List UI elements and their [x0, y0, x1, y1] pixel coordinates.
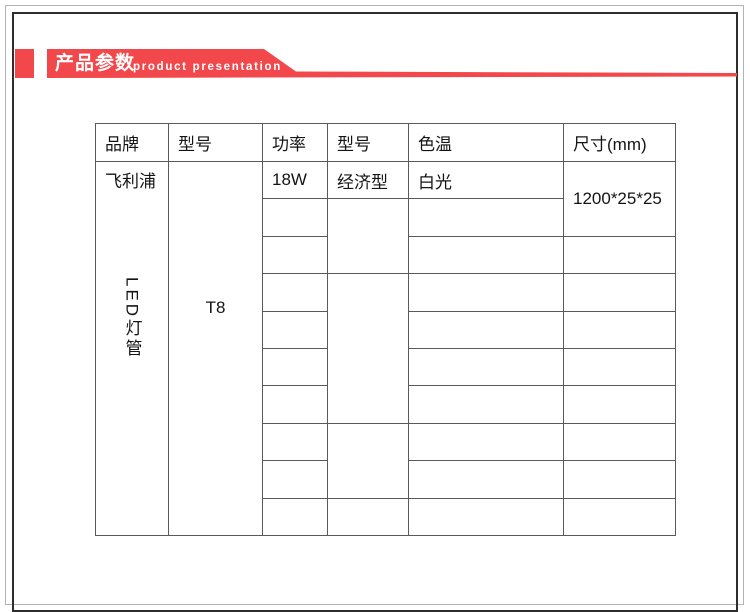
table-header-row: 品牌 型号 功率 型号 色温 尺寸(mm) [95, 123, 676, 162]
banner-title: 产品参数 [55, 53, 136, 74]
empty-cell [262, 497, 328, 536]
header-model: 型号 [168, 123, 263, 162]
empty-cell [262, 422, 328, 462]
header-color-temp: 色温 [408, 123, 564, 162]
empty-cell [563, 310, 676, 349]
empty-cell [408, 497, 564, 536]
empty-cell [262, 385, 328, 424]
model-cell: T8 [168, 161, 263, 536]
header-type: 型号 [327, 123, 409, 162]
empty-cell [563, 497, 676, 536]
empty-cell [563, 422, 676, 462]
table-row [96, 497, 676, 536]
empty-cell [327, 198, 409, 275]
empty-cell [327, 273, 409, 424]
category-vertical-label: LED灯管 [122, 277, 142, 360]
grade-value: 经济型 [327, 160, 409, 200]
table-row [96, 385, 676, 424]
table-row [96, 235, 676, 275]
empty-cell [262, 310, 328, 349]
brand-value: 飞利浦 [105, 172, 156, 191]
empty-cell [408, 235, 564, 275]
header-size: 尺寸(mm) [563, 123, 676, 162]
model-value: T8 [205, 298, 226, 317]
product-parameters-table: 品牌 型号 功率 型号 色温 尺寸(mm) 飞利浦 LED灯管 T8 18W 经… [95, 123, 676, 536]
empty-cell [262, 235, 328, 275]
empty-cell [262, 273, 328, 312]
banner-ribbon-shape [47, 49, 737, 78]
empty-cell [408, 385, 564, 424]
empty-cell [262, 347, 328, 387]
power-value: 18W [262, 160, 328, 200]
table-row [96, 273, 676, 424]
table-row [96, 422, 676, 499]
empty-cell [327, 422, 409, 499]
empty-cell [563, 460, 676, 499]
empty-cell [408, 273, 564, 312]
empty-cell [408, 198, 564, 237]
table-row [96, 198, 676, 275]
empty-cell [563, 235, 676, 275]
banner-accent-block [15, 49, 34, 78]
empty-cell [563, 273, 676, 312]
table-row: 飞利浦 LED灯管 T8 18W 经济型 白光 1200*25*25 [95, 160, 676, 536]
table-row [96, 460, 676, 499]
empty-cell [408, 347, 564, 387]
empty-cell [408, 422, 564, 462]
header-power: 功率 [262, 123, 328, 162]
empty-cell [327, 497, 409, 536]
section-banner [15, 49, 737, 78]
empty-cell [563, 347, 676, 387]
empty-cell [563, 385, 676, 424]
size-value: 1200*25*25 [563, 161, 676, 237]
table-row [96, 310, 676, 349]
color-temp-value: 白光 [408, 160, 564, 200]
empty-cell [262, 198, 328, 237]
empty-cell [408, 460, 564, 499]
brand-cell: 飞利浦 LED灯管 [95, 161, 169, 536]
empty-cell [408, 310, 564, 349]
header-brand: 品牌 [95, 123, 169, 162]
empty-cell [262, 460, 328, 499]
table-row [96, 347, 676, 387]
banner-subtitle: product presentation [133, 61, 283, 73]
